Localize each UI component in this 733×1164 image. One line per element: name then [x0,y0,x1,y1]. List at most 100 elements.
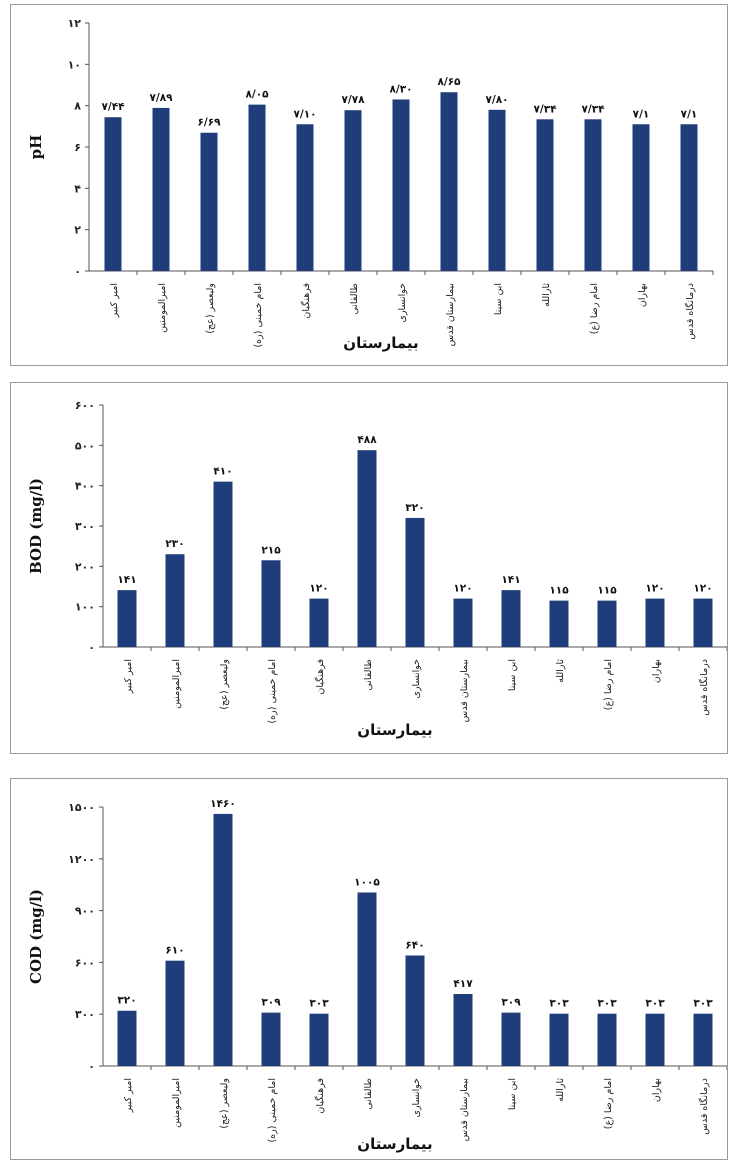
data-label: ۷/۸۰ [485,94,508,106]
y-axis-title: pH [27,135,45,160]
category-label: امام خمینی (ره) [267,659,278,724]
bar [584,119,602,271]
data-label: ۴۸۸ [357,434,377,446]
category-label: امام رضا (ع) [603,659,614,710]
data-label: ۸/۳۰ [389,83,412,95]
category-label: امام خمینی (ره) [253,283,264,348]
category-label: امیر کبیر [123,659,134,694]
data-label: ۱۱۵ [549,585,569,597]
bar [405,517,425,647]
bar [152,107,170,271]
y-tick-label: ۱۲ [68,17,82,30]
data-label: ۷/۸۹ [149,92,173,104]
y-tick-label: ۰ [74,265,81,278]
data-label: ۷/۴۴ [101,101,125,113]
y-tick-label: ۱۵۰۰ [68,801,95,814]
bar [632,124,650,272]
bar [645,1013,665,1066]
bar [501,1012,521,1066]
data-label: ۳۰۹ [501,997,521,1009]
data-label: ۲۱۵ [261,544,281,556]
category-label: امیر کبیر [109,283,120,318]
data-label: ۱۴۶۰ [210,798,236,810]
bar [261,1012,281,1066]
bar [549,600,569,647]
bar [488,109,506,271]
bar [501,590,521,647]
category-label: ابن سینا [493,283,504,315]
category-label: طالقانی [349,283,360,315]
category-label: ولیعصر (عج) [219,1078,230,1129]
bar [296,124,314,272]
y-tick-label: ۶ [74,141,81,154]
bar [261,560,281,647]
bod-bar-chart: ۰ ۱۰۰ ۲۰۰ ۳۰۰ ۴۰۰ ۵۰۰ ۶۰۰ ۱۴۱ امیر کبیر ۲۳۰ امیرال… [27,399,727,739]
category-label: امیرالمومنین [157,283,168,333]
bar [693,598,713,647]
bar [597,600,617,647]
data-label: ۳۲۰ [405,502,424,514]
data-label: ۷/۷۸ [341,94,365,106]
data-label: ۳۰۹ [261,997,281,1009]
data-label: ۱۲۰ [309,583,328,595]
y-tick-label: ۶۰۰ [75,956,95,969]
category-label: فرهنگیان [314,659,326,695]
category-label: ثارالله [555,659,566,683]
y-tick-label: ۴۰۰ [75,480,95,493]
category-label: طالقانی [363,659,374,691]
data-label: ۳۰۳ [549,998,569,1010]
category-label: فرهنگیان [314,1078,326,1114]
data-label: ۷/۳۴ [533,103,557,115]
data-label: ۱۲۰ [645,583,664,595]
category-label: امیرالمومنین [171,1078,182,1128]
y-tick-label: ۵۰۰ [75,439,95,452]
bar [117,1010,137,1066]
data-label: ۷/۱ [633,108,650,120]
bar [104,117,122,272]
bar [200,132,218,271]
bar [248,104,266,271]
y-tick-label: ۱۰ [68,58,81,71]
data-label: ۱۲۰ [453,583,472,595]
bar [344,110,362,271]
y-axis-title: BOD (mg/l) [27,478,45,574]
data-label: ۴۱۰ [213,466,232,478]
category-label: درمانگاه قدس [684,283,696,340]
data-label: ۸/۶۵ [437,76,461,88]
category-label: امام رضا (ع) [589,283,600,334]
bar [392,99,410,271]
bar [549,1013,569,1066]
category-label: ولیعصر (عج) [219,659,230,710]
category-label: امام خمینی (ره) [267,1078,278,1143]
data-label: ۱۲۰ [693,583,712,595]
category-label: خوانساری [411,1078,422,1118]
data-label: ۷/۱۰ [293,108,316,120]
category-label: درمانگاه قدس [698,659,710,716]
y-axis-title: COD (mg/l) [27,889,45,984]
x-axis-title: بیمارستان [357,721,432,739]
category-label: بیمارستان قدس [459,659,470,722]
category-label: فرهنگیان [300,283,312,319]
category-label: امیر کبیر [123,1078,134,1113]
data-label: ۸/۰۵ [245,89,269,101]
data-label: ۱۰۰۵ [354,876,380,888]
bar [645,598,665,647]
data-label: ۴۱۷ [453,978,473,990]
category-label: درمانگاه قدس [698,1078,710,1135]
bar [309,598,329,647]
bar [117,590,137,647]
y-tick-label: ۱۰۰ [75,601,95,614]
bar [453,598,473,647]
data-label: ۲۳۰ [165,538,184,550]
data-label: ۳۲۰ [117,995,136,1007]
data-label: ۱۴۱ [117,574,136,586]
data-label: ۳۰۳ [597,998,617,1010]
x-axis-title: بیمارستان [357,1135,432,1153]
cod-bar-chart: ۰ ۳۰۰ ۶۰۰ ۹۰۰ ۱۲۰۰ ۱۵۰۰ ۳۲۰ امیر کبیر ۶۱۰ امیرالم… [27,798,727,1153]
bar [213,813,233,1066]
data-label: ۷/۱ [681,108,698,120]
category-label: بیمارستان قدس [445,283,456,346]
data-label: ۳۰۳ [645,998,665,1010]
data-label: ۶/۶۹ [197,117,221,129]
category-label: خوانساری [397,283,408,323]
